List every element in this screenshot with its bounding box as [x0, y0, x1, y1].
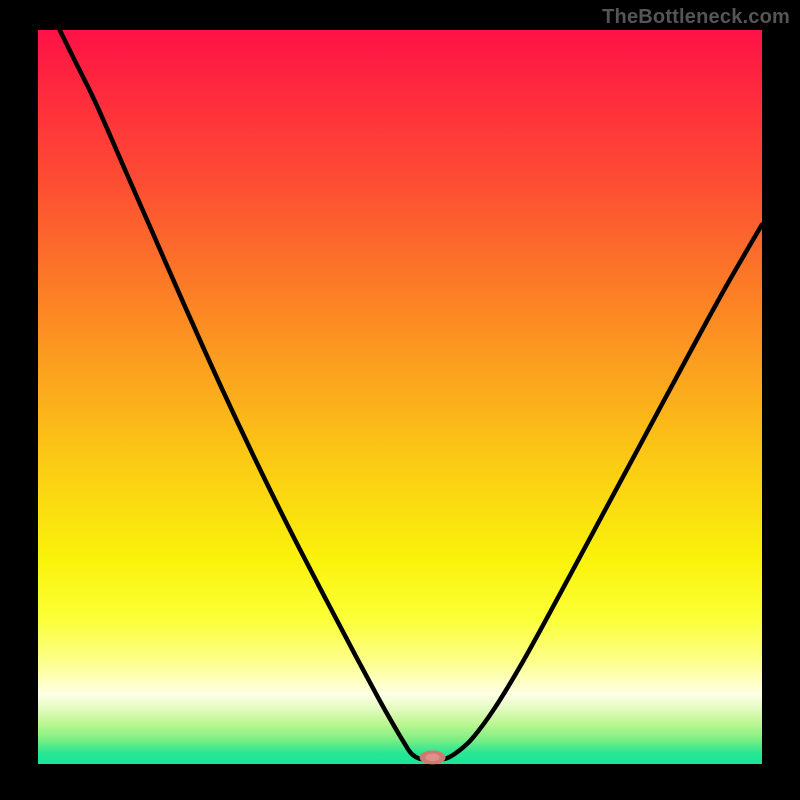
bottleneck-chart	[0, 0, 800, 800]
gradient-background	[38, 30, 762, 764]
optimum-marker-inner	[425, 754, 439, 762]
chart-container: { "watermark": "TheBottleneck.com", "cha…	[0, 0, 800, 800]
watermark-text: TheBottleneck.com	[602, 6, 790, 29]
